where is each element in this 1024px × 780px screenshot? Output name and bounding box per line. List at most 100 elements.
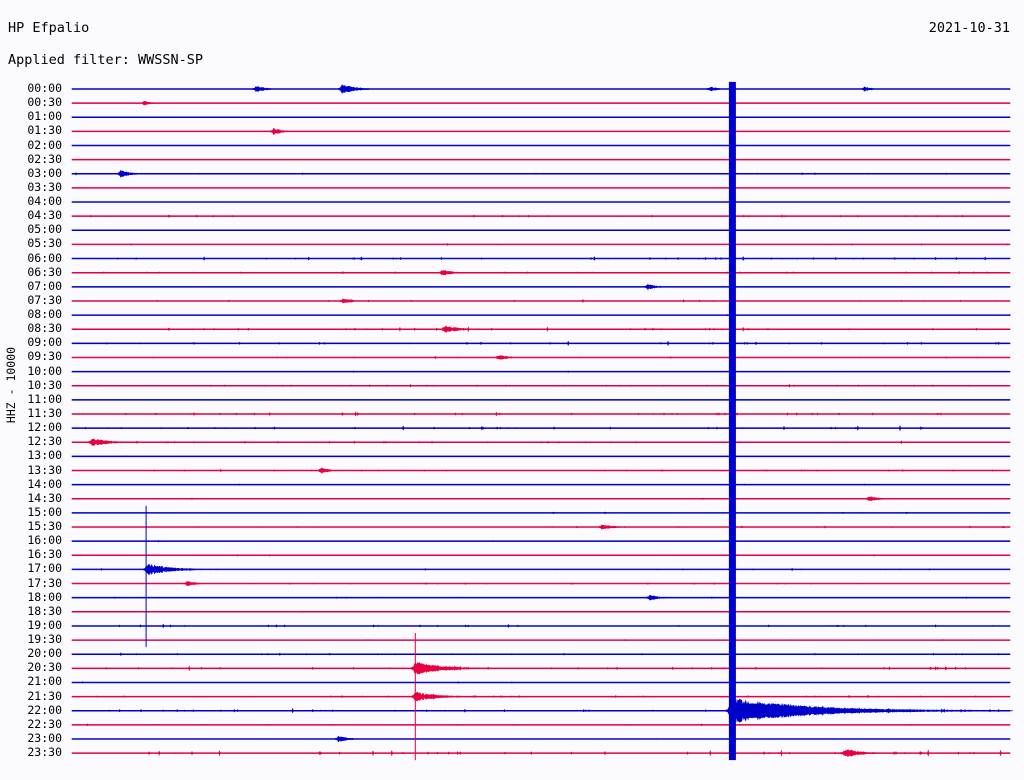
trace-row-0530 xyxy=(71,243,1011,246)
time-label-1500: 15:00 xyxy=(27,504,62,519)
time-label-1130: 11:30 xyxy=(27,405,62,420)
trace-row-1700 xyxy=(71,563,1011,576)
time-label-0030: 00:30 xyxy=(27,95,62,110)
time-label-2000: 20:00 xyxy=(27,646,62,661)
time-label-0300: 03:00 xyxy=(27,165,62,180)
trace-row-1400 xyxy=(71,483,1011,486)
trace-row-0830 xyxy=(71,325,1011,334)
trace-row-0430 xyxy=(71,214,1011,218)
time-label-0330: 03:30 xyxy=(27,179,62,194)
time-label-1330: 13:30 xyxy=(27,462,62,477)
time-label-0130: 01:30 xyxy=(27,123,62,138)
time-label-2300: 23:00 xyxy=(27,730,62,745)
time-label-1800: 18:00 xyxy=(27,589,62,604)
time-label-2200: 22:00 xyxy=(27,702,62,717)
time-label-1100: 11:00 xyxy=(27,391,62,406)
time-label-0700: 07:00 xyxy=(27,278,62,293)
time-label-0100: 01:00 xyxy=(27,109,62,124)
trace-row-2000 xyxy=(71,652,1011,656)
vertical-marker-1 xyxy=(145,505,147,648)
time-label-0800: 08:00 xyxy=(27,307,62,322)
page-title: HP Efpalio xyxy=(8,20,90,36)
trace-row-0930 xyxy=(71,355,1011,360)
time-label-0830: 08:30 xyxy=(27,321,62,336)
trace-row-1030 xyxy=(71,383,1011,388)
trace-row-2330 xyxy=(71,749,1011,758)
trace-row-0030 xyxy=(71,101,1011,106)
trace-row-0100 xyxy=(71,116,1011,119)
trace-row-1830 xyxy=(71,610,1011,613)
time-label-1630: 16:30 xyxy=(27,547,62,562)
time-label-0230: 02:30 xyxy=(27,151,62,166)
time-label-1530: 15:30 xyxy=(27,519,62,534)
trace-row-1000 xyxy=(71,370,1011,373)
trace-row-0700 xyxy=(71,283,1011,291)
trace-row-0630 xyxy=(71,270,1011,276)
trace-row-1800 xyxy=(71,594,1011,601)
date-label: 2021-10-31 xyxy=(928,20,1010,36)
trace-row-0800 xyxy=(71,313,1011,317)
seismogram-traces xyxy=(71,81,1013,761)
trace-row-0000 xyxy=(71,84,1011,94)
trace-row-1730 xyxy=(71,580,1011,587)
time-label-1900: 19:00 xyxy=(27,617,62,632)
time-label-0730: 07:30 xyxy=(27,292,62,307)
time-label-0930: 09:30 xyxy=(27,349,62,364)
trace-row-1500 xyxy=(71,511,1011,515)
trace-row-0300 xyxy=(71,169,1011,178)
trace-row-2100 xyxy=(71,681,1011,684)
time-label-2100: 21:00 xyxy=(27,674,62,689)
trace-row-1230 xyxy=(71,438,1011,446)
trace-row-1330 xyxy=(71,467,1011,474)
trace-row-0500 xyxy=(71,229,1011,232)
time-label-0530: 05:30 xyxy=(27,236,62,251)
time-label-0430: 04:30 xyxy=(27,208,62,223)
time-label-0400: 04:00 xyxy=(27,194,62,209)
time-label-1830: 18:30 xyxy=(27,603,62,618)
trace-row-2130 xyxy=(71,691,1011,702)
trace-row-2300 xyxy=(71,735,1011,743)
time-label-1230: 12:30 xyxy=(27,434,62,449)
time-label-1200: 12:00 xyxy=(27,420,62,435)
time-label-1430: 14:30 xyxy=(27,490,62,505)
time-label-1300: 13:00 xyxy=(27,448,62,463)
trace-row-0900 xyxy=(71,340,1011,347)
time-label-1600: 16:00 xyxy=(27,533,62,548)
time-label-2230: 22:30 xyxy=(27,716,62,731)
trace-row-2030 xyxy=(71,662,1011,675)
trace-row-0230 xyxy=(71,158,1011,161)
trace-row-1600 xyxy=(71,540,1011,543)
trace-row-1900 xyxy=(71,623,1011,629)
trace-row-0330 xyxy=(71,187,1011,189)
filter-label: Applied filter: WWSSN-SP xyxy=(8,52,204,68)
time-label-0900: 09:00 xyxy=(27,335,62,350)
time-label-1930: 19:30 xyxy=(27,632,62,647)
trace-row-1200 xyxy=(71,424,1011,432)
trace-row-2230 xyxy=(71,723,1011,727)
trace-row-1630 xyxy=(71,554,1011,557)
vertical-marker-0 xyxy=(728,81,736,761)
time-label-1730: 17:30 xyxy=(27,575,62,590)
time-label-0000: 00:00 xyxy=(27,81,62,95)
time-label-2330: 23:30 xyxy=(27,745,62,760)
trace-row-1300 xyxy=(71,455,1011,458)
time-label-1700: 17:00 xyxy=(27,561,62,576)
time-label-0500: 05:00 xyxy=(27,222,62,237)
trace-row-0730 xyxy=(71,298,1011,304)
trace-row-1930 xyxy=(71,639,1011,642)
trace-row-0130 xyxy=(71,127,1011,136)
time-label-0600: 06:00 xyxy=(27,250,62,265)
trace-row-1130 xyxy=(71,411,1011,417)
time-label-2030: 20:30 xyxy=(27,660,62,675)
trace-row-1430 xyxy=(71,496,1011,501)
main-event-coda xyxy=(731,698,1013,723)
trace-row-0200 xyxy=(71,144,1011,147)
time-label-1000: 10:00 xyxy=(27,363,62,378)
time-label-1030: 10:30 xyxy=(27,377,62,392)
trace-row-1100 xyxy=(71,398,1011,401)
vertical-marker-2 xyxy=(414,633,416,761)
time-label-2130: 21:30 xyxy=(27,688,62,703)
trace-row-1530 xyxy=(71,524,1011,530)
time-label-1400: 14:00 xyxy=(27,476,62,491)
